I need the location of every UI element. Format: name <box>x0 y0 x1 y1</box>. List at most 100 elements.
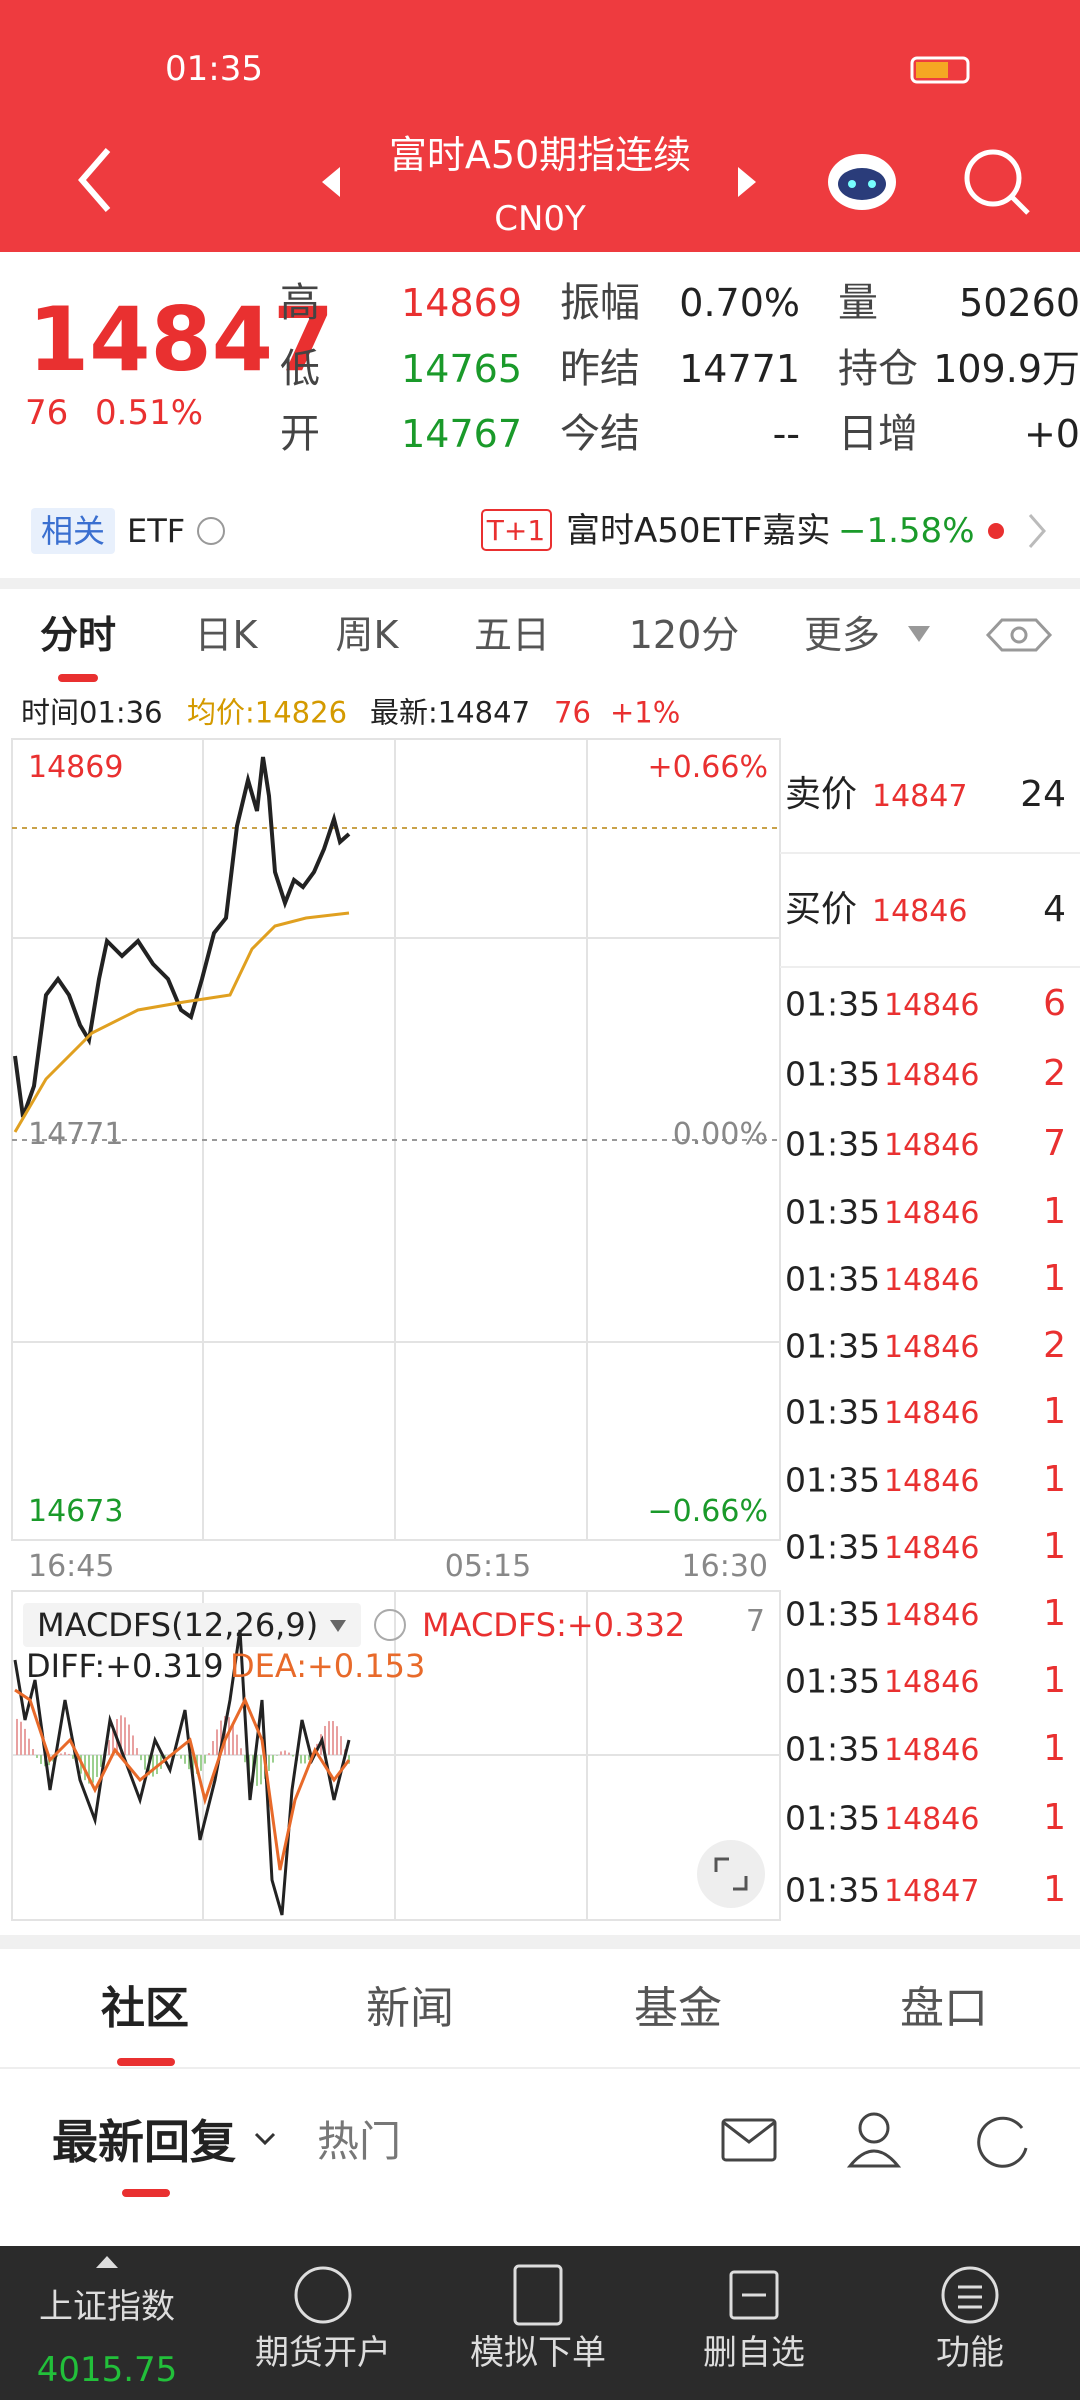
macd-selector[interactable] <box>23 1603 361 1647</box>
histogram-bar <box>28 1738 30 1755</box>
histogram-bar <box>72 1755 74 1759</box>
nav-label[interactable]: 删自选 <box>703 2333 805 2373</box>
trade-time: 01:35 <box>785 984 881 1024</box>
nav-icon[interactable] <box>294 2266 352 2324</box>
histogram-bar <box>184 1755 186 1764</box>
nav-label[interactable]: 模拟下单 <box>470 2333 606 2373</box>
field-value: 14767 <box>401 412 522 456</box>
tab-underline <box>122 2189 170 2197</box>
trade-price: 14846 <box>884 1396 980 1432</box>
help-icon[interactable] <box>374 1609 406 1641</box>
field-value: 109.9万 <box>933 347 1080 391</box>
trade-price: 14847 <box>884 1873 980 1909</box>
histogram-bar <box>108 1740 110 1755</box>
expand-icon[interactable] <box>697 1840 765 1908</box>
histogram-bar <box>204 1755 206 1764</box>
refresh-icon[interactable] <box>977 2116 1028 2168</box>
mail-icon[interactable] <box>721 2118 777 2162</box>
trade-time: 01:35 <box>785 1054 881 1094</box>
settings-icon[interactable] <box>985 618 1053 652</box>
macd-name[interactable]: MACDFS(12,26,9) <box>37 1606 319 1644</box>
nav-icon[interactable] <box>941 2266 999 2324</box>
prev-icon[interactable] <box>322 167 340 197</box>
field-label: 今结 <box>560 411 640 457</box>
field-value: 14771 <box>679 347 800 391</box>
histogram-bar <box>132 1735 134 1755</box>
trade-price: 14846 <box>884 1732 980 1768</box>
trade-price: 14846 <box>884 987 980 1023</box>
histogram-bar <box>208 1753 210 1755</box>
trade-volume: 7 <box>1043 1123 1066 1165</box>
tag-bg <box>31 508 115 554</box>
histogram-bar <box>240 1748 242 1755</box>
trade-time: 01:35 <box>785 1460 881 1499</box>
nav-label[interactable]: 期货开户 <box>255 2333 391 2373</box>
histogram-bar <box>228 1717 230 1755</box>
histogram-bar <box>300 1755 302 1764</box>
badge-box <box>481 509 552 551</box>
dropdown-icon[interactable] <box>908 626 930 642</box>
tab-underline <box>117 2058 175 2066</box>
dropdown-icon[interactable] <box>254 2132 276 2146</box>
field-label: 开 <box>280 411 320 457</box>
tab[interactable]: 分时 <box>39 613 117 657</box>
trade-time: 01:35 <box>785 1124 881 1164</box>
user-icon[interactable] <box>858 2112 890 2144</box>
info-time: 时间01:36 <box>21 695 163 730</box>
up-icon <box>96 2256 118 2268</box>
histogram-bar <box>336 1726 338 1755</box>
histogram-bar <box>268 1755 270 1771</box>
next-icon[interactable] <box>738 167 756 197</box>
histogram-bar <box>236 1734 238 1755</box>
robot-face <box>838 168 886 200</box>
sub-tab[interactable]: 最新回复 <box>52 2115 236 2169</box>
community-tab[interactable]: 新闻 <box>366 1983 454 2034</box>
histogram-bar <box>276 1755 278 1756</box>
tab[interactable]: 五日 <box>473 613 551 657</box>
index-value: 4015.75 <box>36 2350 178 2390</box>
trade-price: 14846 <box>884 1058 980 1094</box>
histogram-bar <box>68 1753 70 1755</box>
nav-icon[interactable] <box>729 2270 779 2320</box>
header-title: 富时A50期指连续 <box>388 133 692 177</box>
robot-eye <box>848 180 856 188</box>
etf-label: ETF <box>127 512 186 550</box>
tab[interactable]: 更多 <box>803 613 881 657</box>
tab[interactable]: 120分 <box>628 613 740 657</box>
battery <box>910 56 970 84</box>
trade-time: 01:35 <box>785 1594 881 1634</box>
community-tab[interactable]: 盘口 <box>900 1983 988 2034</box>
field-value: 14869 <box>401 281 522 325</box>
last-price: 14847 <box>28 288 335 391</box>
histogram-bar <box>256 1755 258 1786</box>
back-icon[interactable] <box>78 148 111 212</box>
search-icon[interactable] <box>964 149 1022 207</box>
status-time: 01:35 <box>165 49 263 89</box>
tab-underline <box>58 674 98 682</box>
tab[interactable]: 日K <box>194 613 258 657</box>
histogram-bar <box>260 1755 262 1785</box>
help-icon[interactable] <box>197 517 225 545</box>
histogram-bar <box>308 1755 310 1760</box>
sub-tab[interactable]: 热门 <box>317 2117 402 2166</box>
histogram-bar <box>192 1755 194 1774</box>
histogram-bar <box>212 1741 214 1755</box>
index-name[interactable]: 上证指数 <box>39 2287 175 2327</box>
info-pct: +1% <box>610 695 681 730</box>
trade-time: 01:35 <box>785 1192 881 1232</box>
trade-price: 14846 <box>884 1128 980 1164</box>
etf-fund[interactable]: 富时A50ETF嘉实 <box>566 511 831 551</box>
nav-icon[interactable] <box>513 2264 563 2326</box>
community-tab[interactable]: 社区 <box>101 1983 189 2034</box>
histogram-bar <box>200 1755 202 1771</box>
trade-price: 14846 <box>884 1463 980 1499</box>
tab[interactable]: 周K <box>335 613 399 657</box>
histogram-bar <box>16 1718 18 1755</box>
field-label: 日增 <box>838 411 918 457</box>
nav-label[interactable]: 功能 <box>936 2333 1004 2373</box>
histogram-bar <box>124 1717 126 1755</box>
trade-price: 14846 <box>884 1195 980 1231</box>
field-value: -- <box>772 412 800 456</box>
chevron[interactable] <box>1028 514 1046 548</box>
community-tab[interactable]: 基金 <box>634 1983 722 2034</box>
